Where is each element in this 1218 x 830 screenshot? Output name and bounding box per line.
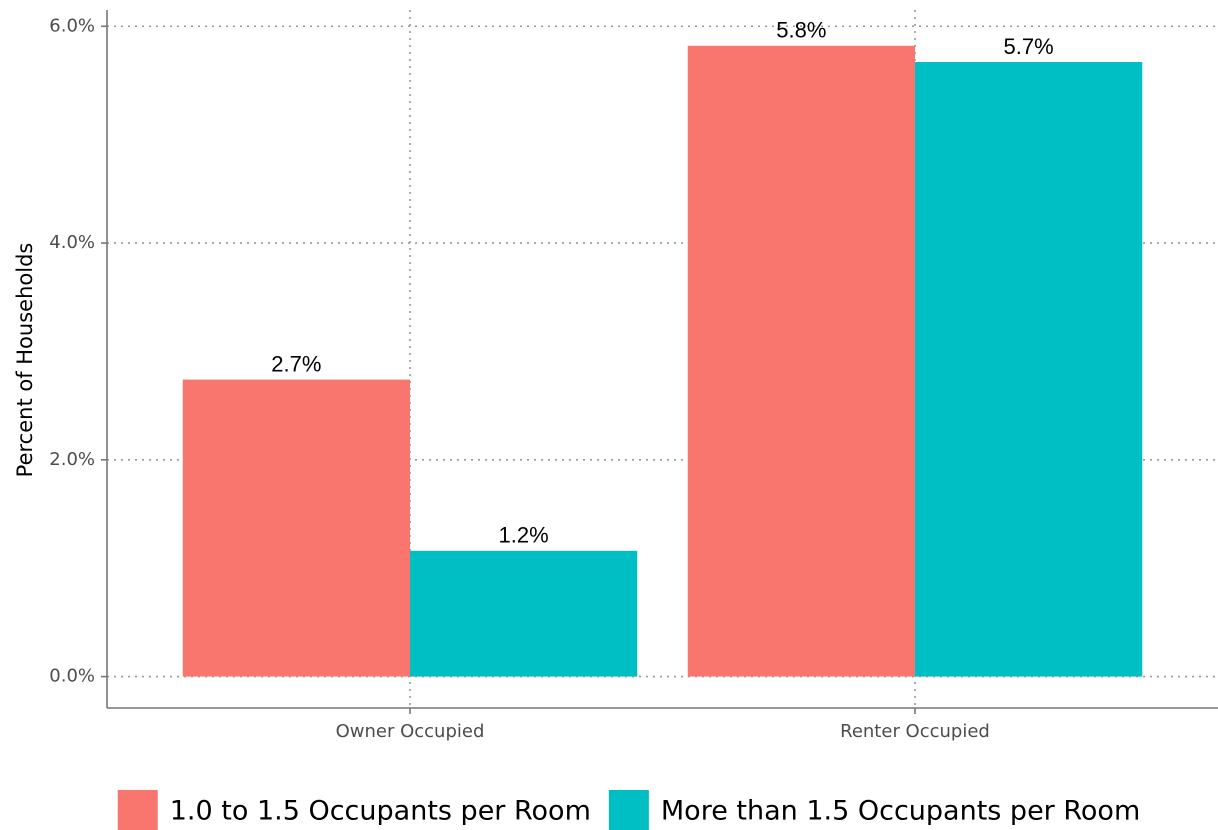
value-label: 5.7% (1004, 34, 1054, 59)
x-tick-label: Owner Occupied (336, 721, 485, 742)
legend-key (117, 790, 158, 830)
legend-key (608, 790, 649, 830)
value-label: 5.8% (776, 18, 826, 43)
bar (410, 550, 638, 677)
bar (915, 62, 1143, 677)
legend-label: More than 1.5 Occupants per Room (661, 796, 1140, 827)
y-axis-label: Percent of Households (13, 243, 37, 478)
value-label: 2.7% (271, 351, 321, 376)
legend-label: 1.0 to 1.5 Occupants per Room (170, 796, 591, 827)
bar (687, 45, 915, 677)
bar (182, 379, 410, 677)
y-tick-label: 4.0% (49, 232, 95, 253)
y-tick-label: 6.0% (49, 15, 95, 36)
value-label: 1.2% (499, 523, 549, 548)
x-tick-label: Renter Occupied (840, 721, 990, 742)
y-tick-label: 2.0% (49, 449, 95, 470)
y-tick-label: 0.0% (49, 666, 95, 687)
